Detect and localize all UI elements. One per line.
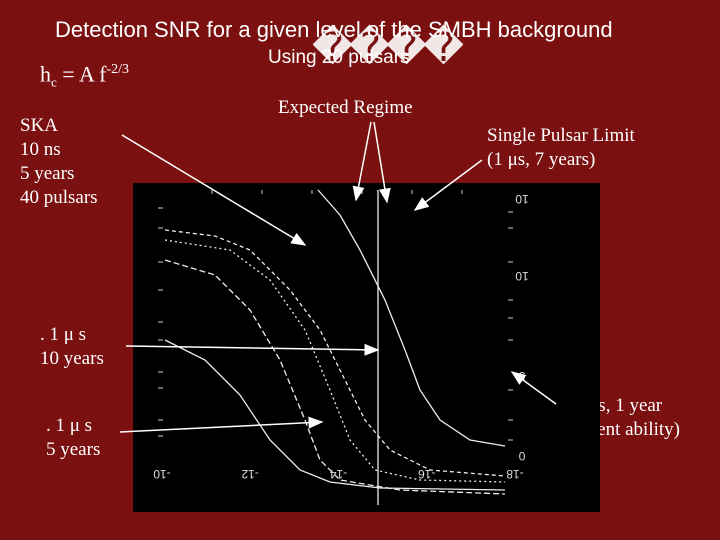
bottom-tick-label: -16 [418,467,436,481]
bottom-tick-label: -14 [330,467,348,481]
right-tick-label: 10 [515,269,529,283]
right-tick-label: 0 [518,449,525,463]
bottom-tick-label: -18 [506,467,524,481]
formula-part: c [51,74,57,90]
label-line: 40 pulsars [20,187,98,208]
garbled-glyphs: ���� [312,26,464,70]
label-line: . 1 μ s [46,415,93,436]
arrows [119,121,557,433]
label-line: (1 μs, 7 years) [487,149,596,170]
formula: hc = A f-2/3 [40,62,129,90]
label: Single Pulsar Limit (1 μs, 7 years) [487,124,635,172]
right-tick-label: 10 [515,192,529,206]
label: . 1 μ s 10 years [40,323,104,371]
label-line: 10 years [40,348,104,369]
title-line: Detection SNR for a given level of the S… [55,17,613,42]
bottom-tick-label: -12 [241,467,259,481]
label: Expected Regime [278,97,413,118]
bottom-tick-label: -10 [153,467,171,481]
label: SKA 10 ns 5 years 40 pulsars [20,114,98,210]
label-line: Single Pulsar Limit [487,125,635,146]
formula-part: h [40,61,51,87]
title-line: Using 20 pulsars [268,47,410,68]
label-line: 10 ns [20,139,61,160]
label-line: . 1 μ s [40,324,87,345]
label-line: 5 years [20,163,75,184]
label-line: 5 years [46,439,101,460]
formula-part: -2/3 [106,62,130,77]
label: . 1 μ s 5 years [46,414,100,462]
formula-part: = A f [56,61,107,87]
label-line: SKA [20,115,59,136]
